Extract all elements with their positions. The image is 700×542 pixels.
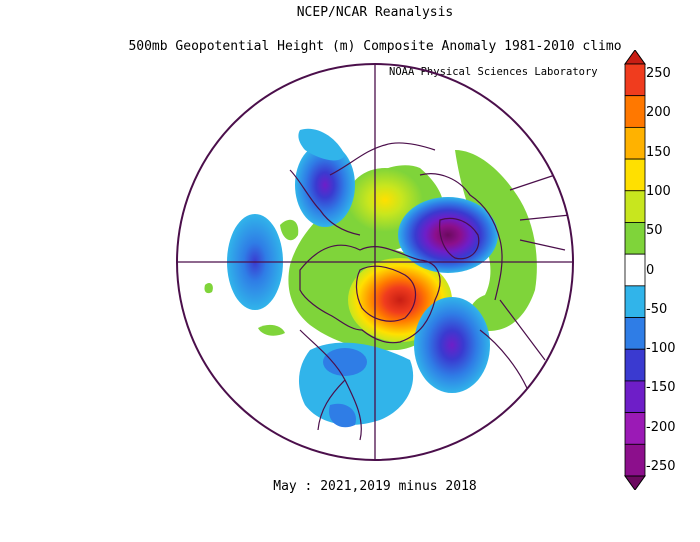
colorbar-label: 100 [646,183,671,199]
colorbar-cell [624,443,646,477]
map-boundary [176,63,574,461]
colorbar-label: -50 [646,301,668,317]
anomaly-field [204,128,537,428]
colorbar-label: -100 [646,341,676,357]
colorbar-cell [624,285,646,318]
colorbar-cell [624,348,646,382]
colorbar-cell [624,253,646,287]
map-caption: May : 2021,2019 minus 2018 [273,479,477,494]
coastlines [289,142,571,441]
colorbar-cell [624,63,646,97]
polar-map [176,63,574,461]
colorbar-cell [624,126,646,160]
colorbar-label: 200 [646,105,671,121]
colorbar-cell [624,158,646,192]
colorbar-label: -200 [646,419,676,435]
colorbar-cell [624,190,646,223]
colorbar-label: -150 [646,380,676,396]
colorbar-label: 250 [646,66,671,81]
colorbar-min-triangle [624,475,646,490]
colorbar-label: 50 [646,223,663,239]
chart-title: NCEP/NCAR Reanalysis [296,5,454,20]
colorbar-cell [624,412,646,445]
colorbar-cell [624,380,646,414]
colorbar-cell [624,222,646,255]
chart-subtitle: 500mb Geopotential Height (m) Composite … [128,39,622,54]
colorbar-cell [624,95,646,128]
colorbar-label: -250 [646,459,676,474]
colorbar-label: 150 [646,144,671,160]
colorbar [624,50,646,490]
colorbar-label: 0 [646,262,655,278]
colorbar-cell [624,317,646,350]
colorbar-max-triangle [624,50,646,65]
